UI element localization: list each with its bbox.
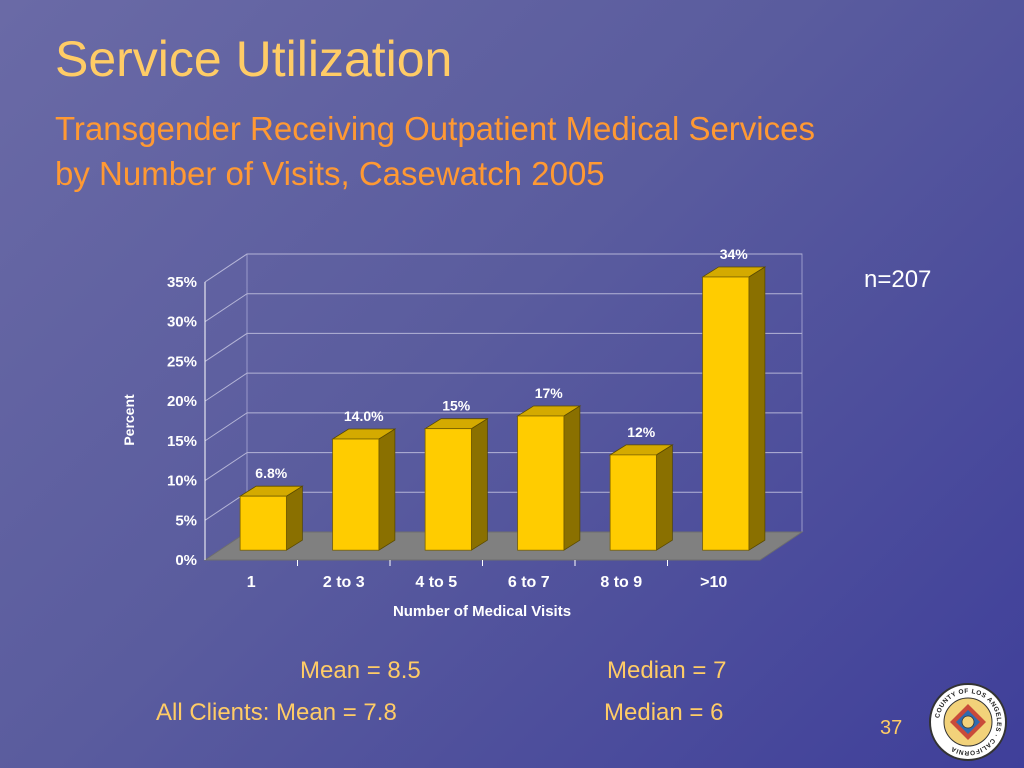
bar-side	[563, 405, 581, 551]
y-tick-label: 30%	[167, 314, 197, 331]
subtitle-line-2: by Number of Visits, Casewatch 2005	[55, 155, 605, 192]
y-tick-label: 20%	[167, 393, 197, 410]
bar-data-label: 17%	[535, 385, 564, 401]
y-tick-label: 25%	[167, 353, 197, 370]
bar	[701, 266, 767, 551]
y-tick-label: 15%	[167, 433, 197, 450]
chart-gridlines	[204, 253, 802, 566]
x-tick-label: 4 to 5	[415, 574, 457, 591]
bar	[423, 417, 489, 551]
page-number: 37	[880, 717, 903, 739]
mean-stat: Mean = 8.5	[300, 657, 421, 684]
bar-data-label: 6.8%	[255, 465, 287, 481]
bar-front	[332, 438, 380, 551]
x-tick-label: 2 to 3	[323, 574, 365, 591]
y-tick-label: 5%	[175, 512, 197, 529]
bar-side	[470, 417, 488, 551]
x-axis-label: Number of Medical Visits	[393, 603, 571, 620]
x-tick-label: 8 to 9	[600, 574, 642, 591]
subtitle-line-1: Transgender Receiving Outpatient Medical…	[55, 110, 815, 147]
y-tick-label: 10%	[167, 473, 197, 490]
chart-bars	[238, 266, 767, 551]
gridline	[204, 412, 802, 442]
bar-data-label: 34%	[720, 246, 749, 262]
y-tick-label: 35%	[167, 274, 197, 291]
x-tick-label: >10	[700, 574, 727, 591]
slide-subtitle: Transgender Receiving Outpatient Medical…	[55, 106, 815, 196]
y-axis-label: Percent	[121, 394, 137, 446]
bar-front	[239, 495, 287, 551]
bar-front	[609, 454, 657, 551]
bar-data-label: 15%	[442, 398, 471, 414]
bar-front	[424, 428, 472, 551]
bar-data-label: 12%	[627, 424, 656, 440]
county-seal-logo: COUNTY OF LOS ANGELES · CALIFORNIA	[929, 683, 1007, 761]
gridline	[204, 372, 802, 402]
slide-title: Service Utilization	[55, 31, 453, 87]
x-tick-label: 1	[247, 574, 256, 591]
bar-front	[702, 276, 750, 551]
bar-side	[378, 428, 396, 551]
bar-data-label: 14.0%	[344, 408, 384, 424]
x-tick-label: 6 to 7	[508, 574, 550, 591]
all-clients-median-stat: Median = 6	[604, 699, 724, 726]
bar	[516, 405, 582, 551]
median-stat: Median = 7	[607, 657, 727, 684]
gridline	[204, 293, 802, 323]
chart-labels: Percent Number of Medical Visits 0% 5% 10%…	[121, 246, 748, 620]
gridline	[204, 332, 802, 362]
all-clients-mean-stat: All Clients: Mean = 7.8	[156, 699, 397, 726]
y-tick-label: 0%	[175, 552, 197, 569]
bar	[608, 444, 674, 551]
gridline	[204, 253, 802, 283]
bar-side	[285, 485, 303, 551]
bar	[238, 485, 304, 551]
bar-side	[655, 444, 673, 551]
bar-front	[517, 415, 565, 551]
bar-side	[748, 266, 766, 551]
bar	[331, 428, 397, 551]
sample-size-label: n=207	[864, 266, 932, 293]
